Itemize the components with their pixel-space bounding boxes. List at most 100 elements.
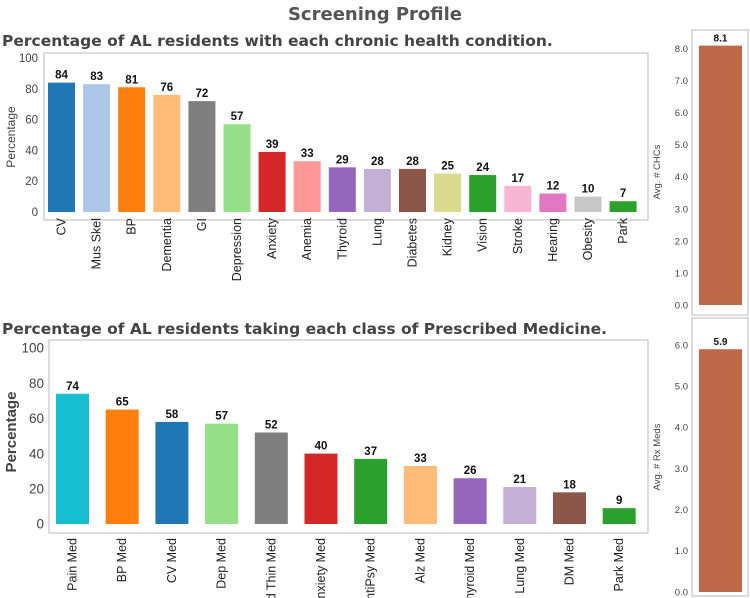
chc-bar-value-label: 57 xyxy=(231,111,244,123)
chc_avg-y-tick-label: 2.0 xyxy=(675,236,688,247)
chc-category-label: Vision xyxy=(476,218,490,252)
chc-category-label: Obesity xyxy=(581,217,595,260)
rx_avg-y-tick-label: 4.0 xyxy=(675,423,688,434)
chc-y-tick-label: 0 xyxy=(32,207,38,219)
rx-y-tick-label: 60 xyxy=(29,411,44,426)
rx-y-axis-label: Percentage xyxy=(3,392,20,473)
rx_avg-y-tick-label: 5.0 xyxy=(675,382,688,393)
chc_avg-y-tick-label: 3.0 xyxy=(675,204,688,215)
chc_avg-y-tick-label: 1.0 xyxy=(675,268,688,279)
chc-bar xyxy=(328,167,356,212)
rx-category-label: Lung Med xyxy=(513,538,527,594)
rx-bar xyxy=(105,409,139,524)
chc-bar-value-label: 76 xyxy=(160,82,173,94)
rx-category-label: CV Med xyxy=(165,538,179,583)
chc_avg-bar-value-label: 8.1 xyxy=(714,34,728,45)
rx-bar-value-label: 58 xyxy=(166,409,179,421)
rx-y-tick-label: 0 xyxy=(36,517,44,532)
chc-plot-frame xyxy=(43,52,649,221)
chc-bar xyxy=(609,201,637,212)
chc-y-tick-label: 80 xyxy=(25,84,38,96)
rx-bar-value-label: 74 xyxy=(66,381,79,393)
chc-category-label: Park xyxy=(616,217,630,243)
chc-bar xyxy=(258,151,286,212)
chc-bar-value-label: 28 xyxy=(406,156,419,168)
rx-bar-value-label: 57 xyxy=(215,411,228,423)
rx-y-tick-label: 20 xyxy=(29,482,44,497)
chc-chart: Percentage of AL residents with each chr… xyxy=(2,32,649,281)
chc-bar xyxy=(223,124,251,212)
rx-category-label: BP Med xyxy=(115,538,129,582)
rx-bar xyxy=(56,393,89,524)
rx-bar xyxy=(453,478,487,524)
rx-bar-value-label: 65 xyxy=(116,397,129,409)
chc-avg-chart: Avg. # CHCs 0.0 1.0 2.0 3.0 4.0 5.0 6.0 7.0 8.0 8… xyxy=(652,29,749,316)
chc-category-label: Hearing xyxy=(546,218,560,262)
chc-bar xyxy=(504,185,532,212)
chc-bar xyxy=(188,101,216,212)
chc-bar-value-label: 12 xyxy=(547,181,560,193)
page-title: Screening Profile xyxy=(288,4,462,25)
chc-category-label: Lung xyxy=(370,218,384,246)
chc_avg-y-tick-label: 6.0 xyxy=(675,108,688,119)
rx_avg-y-tick-label: 1.0 xyxy=(675,546,688,557)
chc-bar-value-label: 39 xyxy=(266,139,279,151)
rx-bar-value-label: 40 xyxy=(315,441,328,453)
rx-bar xyxy=(602,508,636,524)
rx-category-label: Thyroid Med xyxy=(463,538,477,598)
chc_avg-y-tick-label: 0.0 xyxy=(675,300,688,311)
rx-y-tick-label: 100 xyxy=(21,341,44,356)
chc-category-label: Depression xyxy=(230,218,244,281)
chc-y-tick-label: 40 xyxy=(25,145,38,157)
rx_avg-bar-value-label: 5.9 xyxy=(714,337,728,348)
chc-y-tick-label: 100 xyxy=(19,53,38,65)
chc-bar xyxy=(83,84,111,212)
chc-bar-value-label: 83 xyxy=(90,71,103,83)
chc-bar-value-label: 28 xyxy=(371,156,384,168)
chc-bar xyxy=(469,175,497,212)
rx-bar xyxy=(403,465,437,524)
chc-category-label: GI xyxy=(195,218,209,231)
chc-category-label: Dementia xyxy=(160,218,174,272)
rx-y-tick-label: 80 xyxy=(29,376,44,391)
chc-bar-value-label: 24 xyxy=(476,162,489,174)
chc-bar-value-label: 84 xyxy=(55,70,68,82)
chc-bar-value-label: 72 xyxy=(196,88,209,100)
rx-avg-plot-frame xyxy=(691,317,749,597)
chc-bar-value-label: 29 xyxy=(336,154,349,166)
chc-category-label: Mus Skel xyxy=(90,218,104,269)
chc-bar xyxy=(118,87,146,212)
chc-bar-value-label: 81 xyxy=(125,74,138,86)
chc-bar-value-label: 10 xyxy=(582,184,595,196)
rx-bar xyxy=(354,458,388,524)
rx-bar xyxy=(254,432,288,524)
rx-chart-title: Percentage of AL residents taking each c… xyxy=(2,320,607,338)
chc-bar xyxy=(399,168,426,212)
chc_avg-y-tick-label: 4.0 xyxy=(675,172,688,183)
chc-avg-y-axis-label: Avg. # CHCs xyxy=(652,144,663,199)
chc-bar-value-label: 17 xyxy=(511,173,524,185)
rx_avg-y-tick-label: 2.0 xyxy=(675,505,688,516)
rx-category-label: Pain Med xyxy=(66,538,80,591)
rx-avg-chart: Avg. # Rx Meds 0.0 1.0 2.0 3.0 4.0 5.0 6.0 5.9 xyxy=(652,317,749,598)
chc-chart-title: Percentage of AL residents with each chr… xyxy=(2,32,553,50)
rx-bar-value-label: 9 xyxy=(616,495,622,507)
chc-avg-plot-frame xyxy=(691,29,749,316)
rx_avg-y-tick-label: 3.0 xyxy=(675,464,688,475)
chc-bar xyxy=(539,193,567,212)
rx-bar xyxy=(503,487,537,524)
rx_avg-y-tick-label: 0.0 xyxy=(675,587,688,598)
rx-bar xyxy=(155,421,189,524)
chc-y-tick-label: 20 xyxy=(25,176,38,188)
rx-category-label: Park Med xyxy=(612,538,626,592)
chc-category-label: BP xyxy=(125,218,139,235)
rx-bar xyxy=(205,423,239,524)
rx-bar-value-label: 37 xyxy=(364,446,377,458)
chc-category-label: Stroke xyxy=(511,218,525,254)
chc-category-label: Anxiety xyxy=(265,217,279,259)
rx-bar-value-label: 52 xyxy=(265,419,278,431)
chc-category-label: Anemia xyxy=(300,218,314,260)
chc-bar xyxy=(48,82,75,212)
rx_avg-bar xyxy=(699,349,742,592)
